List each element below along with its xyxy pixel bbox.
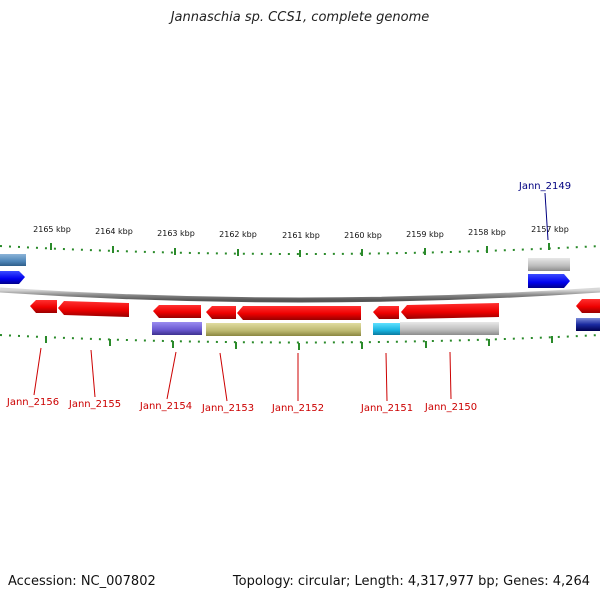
- scale-label: 2161 kbp: [282, 231, 320, 240]
- scale-label: 2159 kbp: [406, 230, 444, 239]
- gene-block-olive[interactable]: [206, 323, 361, 336]
- gene-block-purple[interactable]: [152, 322, 202, 335]
- gene-arrow-blue[interactable]: [0, 271, 25, 284]
- scale-label: 2164 kbp: [95, 227, 133, 236]
- gene-label-jann-2149[interactable]: Jann_2149: [518, 181, 571, 192]
- gene-arrow-red[interactable]: [153, 305, 201, 318]
- gene-block-gray[interactable]: [528, 258, 570, 271]
- gene-block-steel[interactable]: [0, 254, 26, 266]
- gene-arrow-red[interactable]: [576, 299, 600, 313]
- gene-arrow-red[interactable]: [373, 306, 399, 319]
- lower-scale: [0, 334, 600, 350]
- accession-label: Accession: NC_007802: [8, 574, 156, 589]
- gene-label-jann-2154[interactable]: Jann_2154: [139, 401, 192, 412]
- gene-label-jann-2155[interactable]: Jann_2155: [68, 399, 121, 410]
- upper-gene-track: [0, 254, 570, 288]
- scale-label: 2160 kbp: [344, 231, 382, 240]
- gene-block-navy[interactable]: [576, 318, 600, 331]
- scale-label: 2163 kbp: [157, 229, 195, 238]
- scale-label: 2157 kbp: [531, 225, 569, 234]
- gene-block-gray[interactable]: [400, 322, 499, 335]
- upper-scale: [0, 243, 600, 257]
- gene-arrow-red[interactable]: [58, 301, 129, 317]
- gene-label-jann-2156[interactable]: Jann_2156: [6, 397, 59, 408]
- scale-labels: 2165 kbp 2164 kbp 2163 kbp 2162 kbp 2161…: [33, 225, 569, 240]
- gene-arrow-red[interactable]: [401, 303, 499, 319]
- gene-labels: Jann_2156 Jann_2155 Jann_2154 Jann_2153 …: [6, 181, 571, 414]
- gene-arrow-red[interactable]: [30, 300, 57, 313]
- gene-label-jann-2152[interactable]: Jann_2152: [271, 403, 324, 414]
- topology-label: Topology: circular; Length: 4,317,977 bp…: [232, 574, 590, 589]
- gene-block-cyan[interactable]: [373, 323, 400, 335]
- scale-label: 2162 kbp: [219, 230, 257, 239]
- gene-label-jann-2151[interactable]: Jann_2151: [360, 403, 413, 414]
- gene-label-jann-2153[interactable]: Jann_2153: [201, 403, 254, 414]
- gene-label-jann-2150[interactable]: Jann_2150: [424, 402, 477, 413]
- scale-label: 2158 kbp: [468, 228, 506, 237]
- lower-gene-track: [30, 299, 600, 336]
- scale-label: 2165 kbp: [33, 225, 71, 234]
- genome-title: Jannaschia sp. CCS1, complete genome: [170, 10, 430, 25]
- gene-arrow-blue[interactable]: [528, 274, 570, 288]
- genome-backbone: [0, 287, 600, 303]
- gene-leader-lines: [33, 347, 452, 402]
- gene-arrow-red[interactable]: [206, 306, 236, 319]
- gene-arrow-red[interactable]: [237, 306, 361, 320]
- gene-leader-line-top: [544, 192, 549, 241]
